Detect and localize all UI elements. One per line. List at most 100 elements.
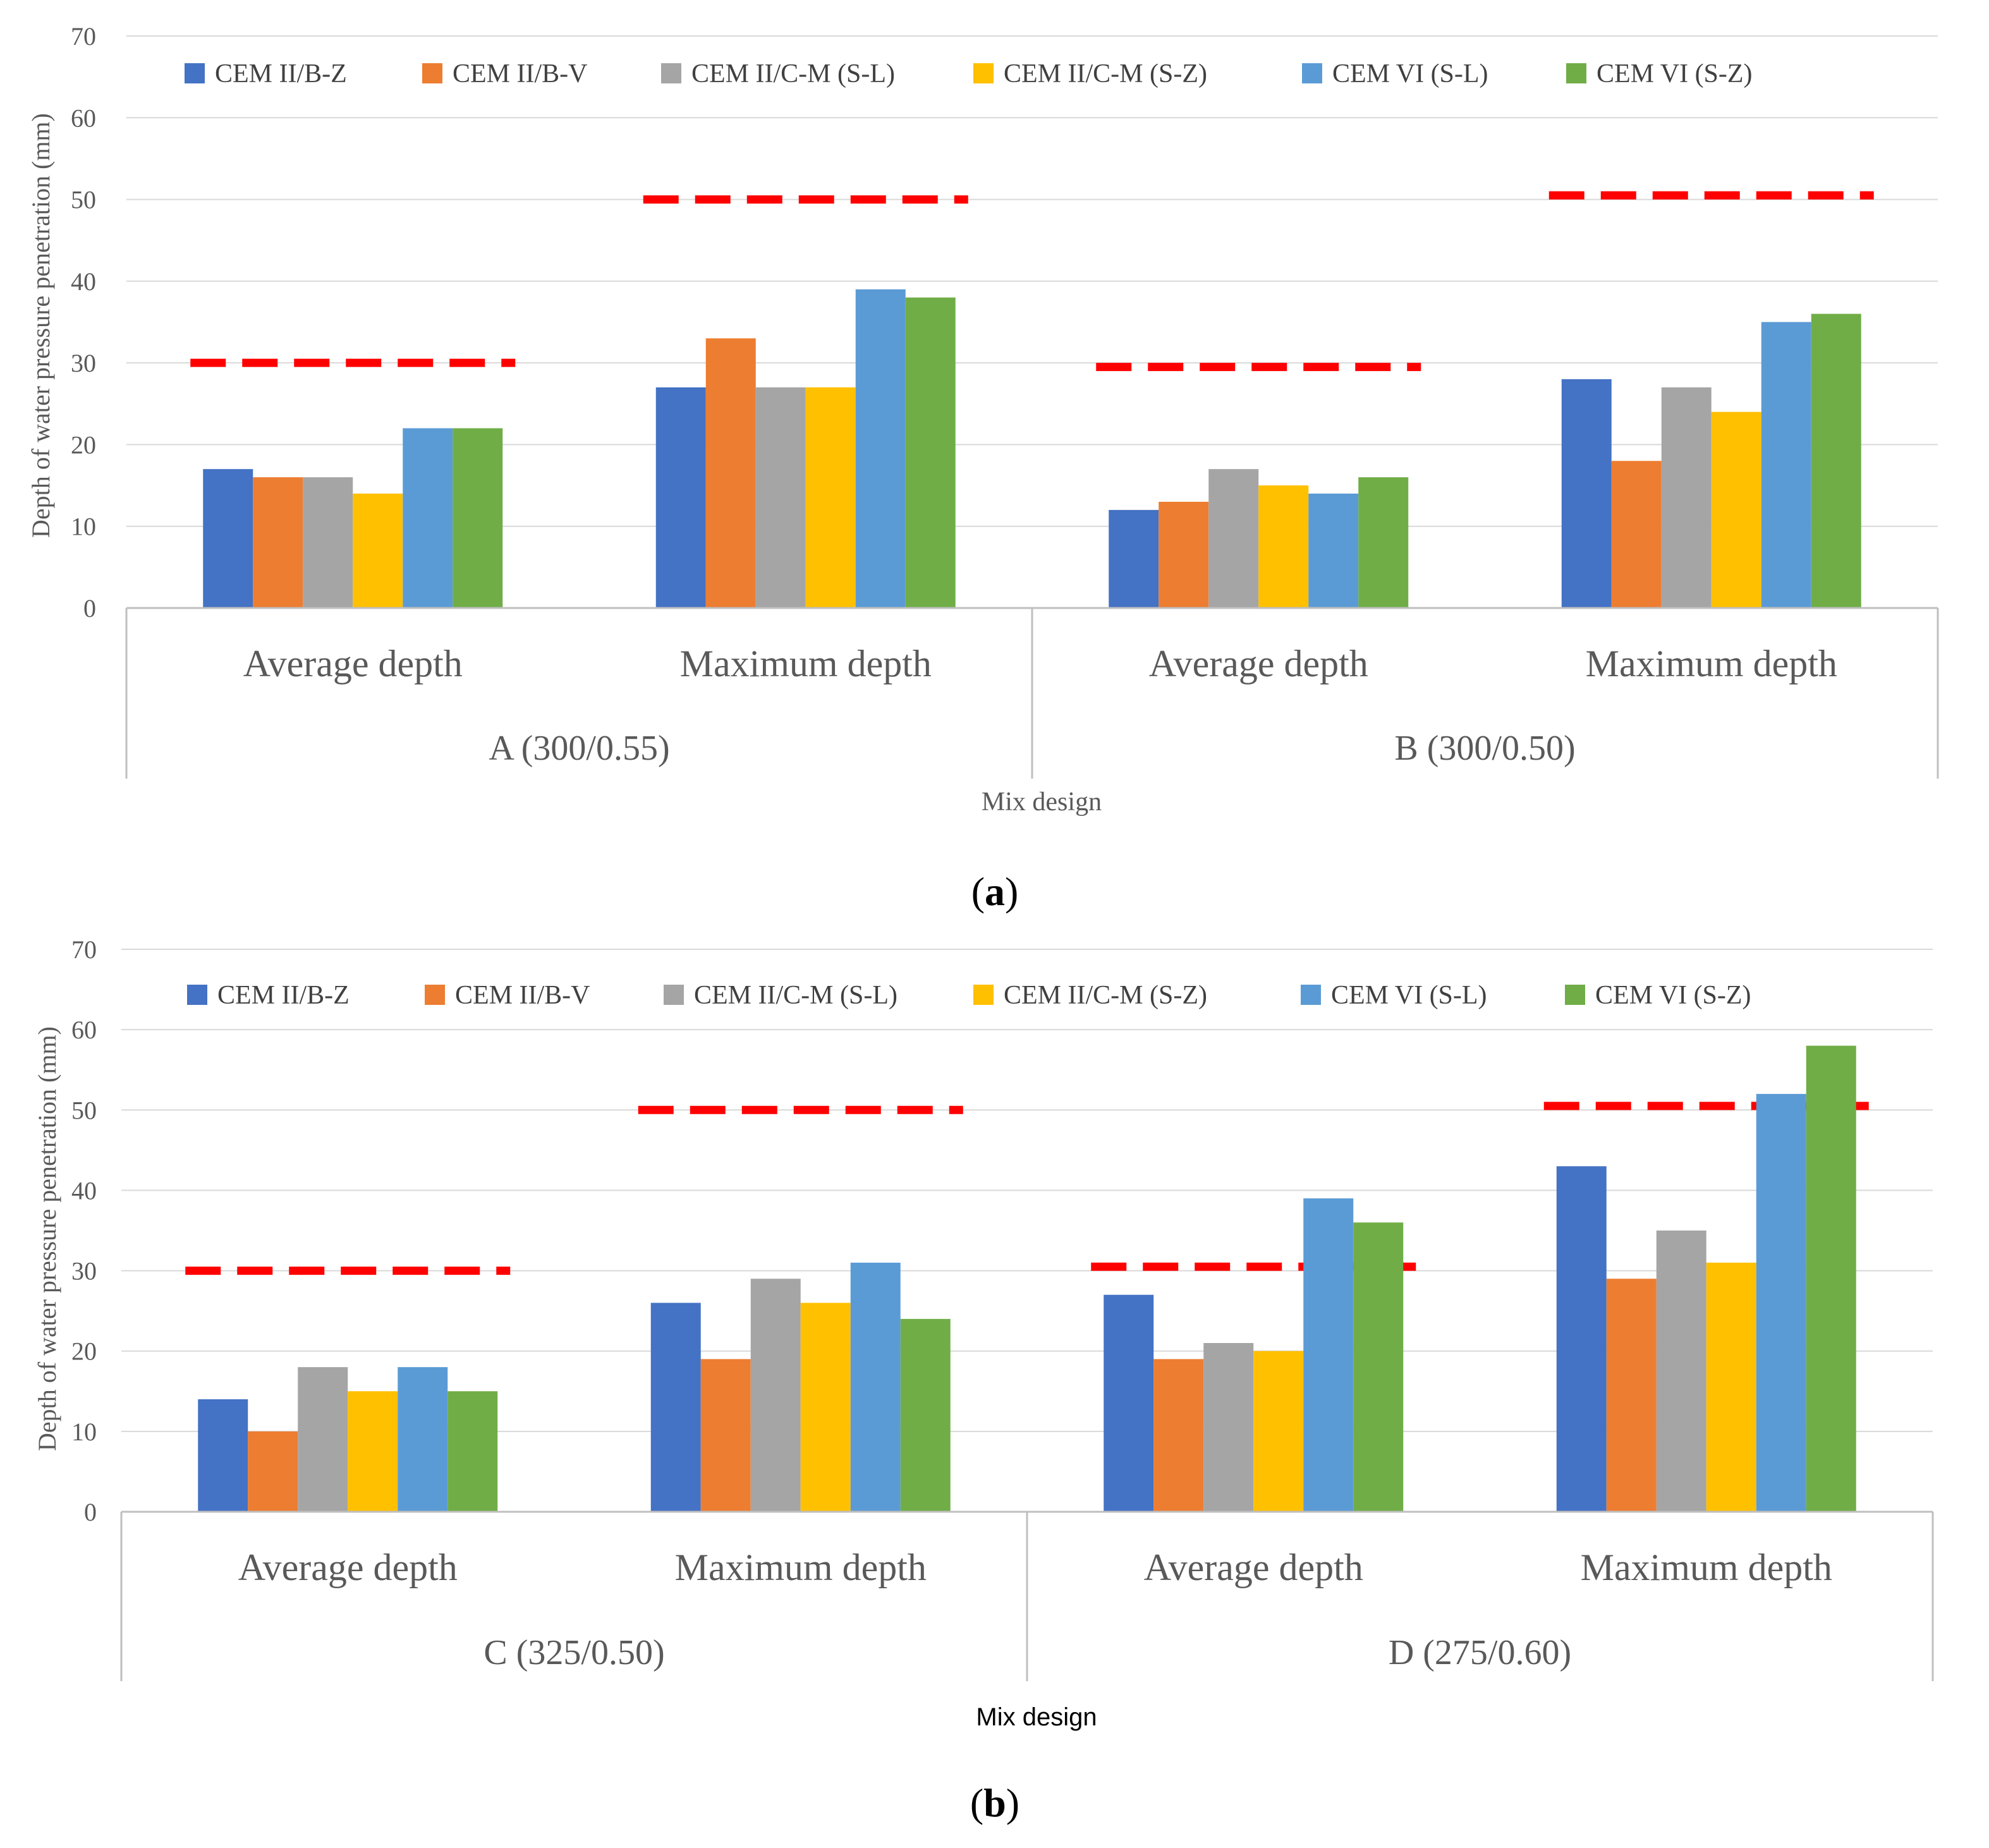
legend: CEM II/B-Z CEM II/B-V CEM II/C-M (S-L) CEM …	[185, 59, 1753, 88]
legend-swatch	[425, 985, 445, 1005]
legend-label: CEM II/C-M (S-L)	[691, 59, 895, 88]
legend-label: CEM VI (S-Z)	[1597, 59, 1753, 88]
bar	[1308, 494, 1359, 608]
x-axis-title: Mix design	[976, 1703, 1097, 1731]
legend-swatch	[1565, 985, 1585, 1005]
y-tick-label: 30	[71, 1257, 97, 1286]
legend-label: CEM II/C-M (S-L)	[694, 981, 897, 1010]
legend-swatch	[1302, 63, 1322, 83]
bar	[1159, 501, 1209, 608]
legend-swatch	[1301, 985, 1321, 1005]
legend-swatch	[187, 985, 207, 1005]
category-label: Maximum depth	[1586, 643, 1837, 684]
bar	[298, 1367, 348, 1512]
chart-panel-a: 0 10 20 30 40 50 60 70 Average depth Maximum dep…	[27, 22, 1939, 914]
bar	[900, 1318, 951, 1512]
bar	[348, 1391, 398, 1512]
bar	[1811, 313, 1861, 608]
category-label: Average depth	[1149, 643, 1368, 684]
bar	[655, 387, 706, 608]
bar-series	[198, 1045, 1856, 1512]
bar	[453, 428, 503, 608]
legend: CEM II/B-Z CEM II/B-V CEM II/C-M (S-L) CEM …	[187, 981, 1751, 1010]
bar	[1208, 469, 1259, 608]
bar	[248, 1431, 298, 1512]
y-tick-label: 70	[71, 22, 96, 51]
legend-swatch	[661, 63, 681, 83]
bar	[650, 1303, 701, 1512]
bar	[1203, 1343, 1254, 1512]
legend-label: CEM II/B-Z	[217, 981, 350, 1010]
y-tick-label: 0	[83, 594, 96, 623]
bar	[1358, 477, 1409, 608]
y-tick-label: 0	[84, 1498, 97, 1526]
y-tick-label: 30	[71, 349, 96, 377]
y-tick-label: 50	[71, 186, 96, 214]
bar	[1253, 1351, 1304, 1512]
limit-lines	[190, 191, 1874, 372]
panel-label-b: (b)	[970, 1780, 1019, 1825]
bar	[1561, 379, 1612, 608]
group-labels: C (325/0.50) D (275/0.60)	[484, 1633, 1571, 1672]
bar	[303, 477, 353, 608]
x-axis-frame	[120, 1511, 1934, 1681]
group-labels: A (300/0.55) B (300/0.50)	[489, 729, 1575, 768]
bar	[253, 477, 303, 608]
panel-letter-b: b	[983, 1780, 1006, 1825]
category-labels: Average depth Maximum depth Average depth M…	[238, 1547, 1832, 1588]
legend-label: CEM II/C-M (S-Z)	[1004, 59, 1207, 88]
bar	[905, 297, 956, 608]
bar	[1756, 1093, 1806, 1512]
bar	[705, 338, 756, 608]
y-tick-label: 40	[71, 1176, 97, 1205]
legend-label: CEM II/B-V	[453, 59, 588, 88]
bar	[447, 1391, 498, 1512]
bar	[353, 494, 403, 608]
bar	[1153, 1359, 1204, 1512]
category-label: Average depth	[238, 1547, 458, 1588]
legend-swatch	[185, 63, 205, 83]
category-label: Maximum depth	[680, 643, 932, 684]
bar	[203, 469, 253, 608]
y-tick-label: 60	[71, 1016, 97, 1044]
y-tick-label: 70	[71, 935, 97, 964]
category-labels: Average depth Maximum depth Average depth M…	[243, 643, 1837, 684]
panel-label-a: (a)	[971, 869, 1019, 914]
y-axis-title: Depth of water pressure penetration (mm)	[27, 113, 55, 538]
legend-swatch	[422, 63, 442, 83]
y-tick-label: 10	[71, 1418, 97, 1446]
bar	[1353, 1222, 1404, 1512]
panel-letter-a: a	[985, 869, 1005, 914]
legend-swatch	[973, 63, 994, 83]
bar	[1706, 1262, 1756, 1512]
legend-label: CEM VI (S-L)	[1332, 59, 1488, 88]
y-tick-labels: 0 10 20 30 40 50 60 70	[71, 22, 96, 623]
group-label: C (325/0.50)	[484, 1633, 664, 1672]
bar	[1711, 411, 1761, 608]
legend-swatch	[1566, 63, 1586, 83]
category-label: Average depth	[243, 643, 463, 684]
category-label: Maximum depth	[675, 1547, 927, 1588]
y-tick-label: 20	[71, 1337, 97, 1366]
y-tick-labels: 0 10 20 30 40 50 60 70	[71, 935, 97, 1526]
bar	[800, 1303, 851, 1512]
bar	[750, 1279, 801, 1512]
legend-label: CEM VI (S-L)	[1331, 981, 1487, 1010]
bar	[755, 387, 806, 608]
group-label: A (300/0.55)	[489, 729, 669, 768]
bar	[198, 1399, 248, 1512]
legend-swatch	[664, 985, 684, 1005]
bar	[403, 428, 453, 608]
y-tick-label: 60	[71, 104, 96, 132]
bar	[1104, 1294, 1154, 1512]
y-tick-label: 50	[71, 1096, 97, 1124]
bar	[1556, 1166, 1607, 1512]
bar	[1656, 1231, 1706, 1512]
category-label: Maximum depth	[1581, 1547, 1832, 1588]
group-label: B (300/0.50)	[1394, 729, 1575, 768]
bar	[805, 387, 856, 608]
category-label: Average depth	[1144, 1547, 1363, 1588]
legend-label: CEM II/B-V	[455, 981, 590, 1010]
bar	[1303, 1198, 1354, 1512]
x-axis-title: Mix design	[982, 787, 1102, 817]
